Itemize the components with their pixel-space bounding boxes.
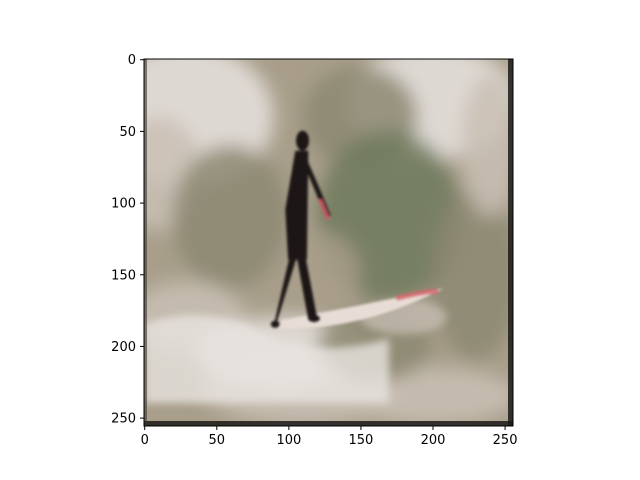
surfer — [270, 130, 331, 328]
edge-bottom — [144, 421, 513, 426]
surfer-foot-back — [270, 320, 280, 328]
surfer-leg-back — [273, 256, 297, 326]
background-patch — [172, 145, 289, 289]
x-tick-label: 200 — [421, 433, 446, 448]
background-texture — [144, 59, 513, 425]
x-tick-label: 150 — [349, 433, 374, 448]
surfer-hand-accent — [318, 198, 331, 221]
y-tick-label: 200 — [111, 340, 136, 355]
x-tick-label: 100 — [276, 433, 301, 448]
surfer-head — [296, 130, 310, 151]
background-patch — [461, 73, 513, 217]
edge-left — [144, 59, 147, 426]
image-frame — [143, 58, 514, 427]
edge-right — [508, 59, 513, 426]
x-tick-label: 250 — [493, 433, 518, 448]
surfer-leg-front — [296, 256, 317, 320]
surfer-foot-front — [308, 314, 320, 323]
foam-region — [144, 314, 390, 404]
y-tick-label: 250 — [111, 412, 136, 427]
image-edge — [144, 59, 513, 426]
surfer-torso — [285, 150, 309, 260]
background-patch — [432, 188, 513, 361]
y-tick-label: 150 — [111, 268, 136, 283]
image-area — [144, 59, 513, 426]
y-tick-label: 0 — [128, 53, 136, 68]
surfboard-accent — [395, 288, 439, 301]
x-tick-label: 0 — [141, 433, 149, 448]
x-tick-label: 50 — [209, 433, 226, 448]
y-axis: 0 50 100 150 200 250 — [111, 53, 144, 427]
x-axis: 0 50 100 150 200 250 — [141, 426, 518, 448]
y-tick-label: 100 — [111, 197, 136, 212]
y-tick-label: 50 — [119, 125, 136, 140]
